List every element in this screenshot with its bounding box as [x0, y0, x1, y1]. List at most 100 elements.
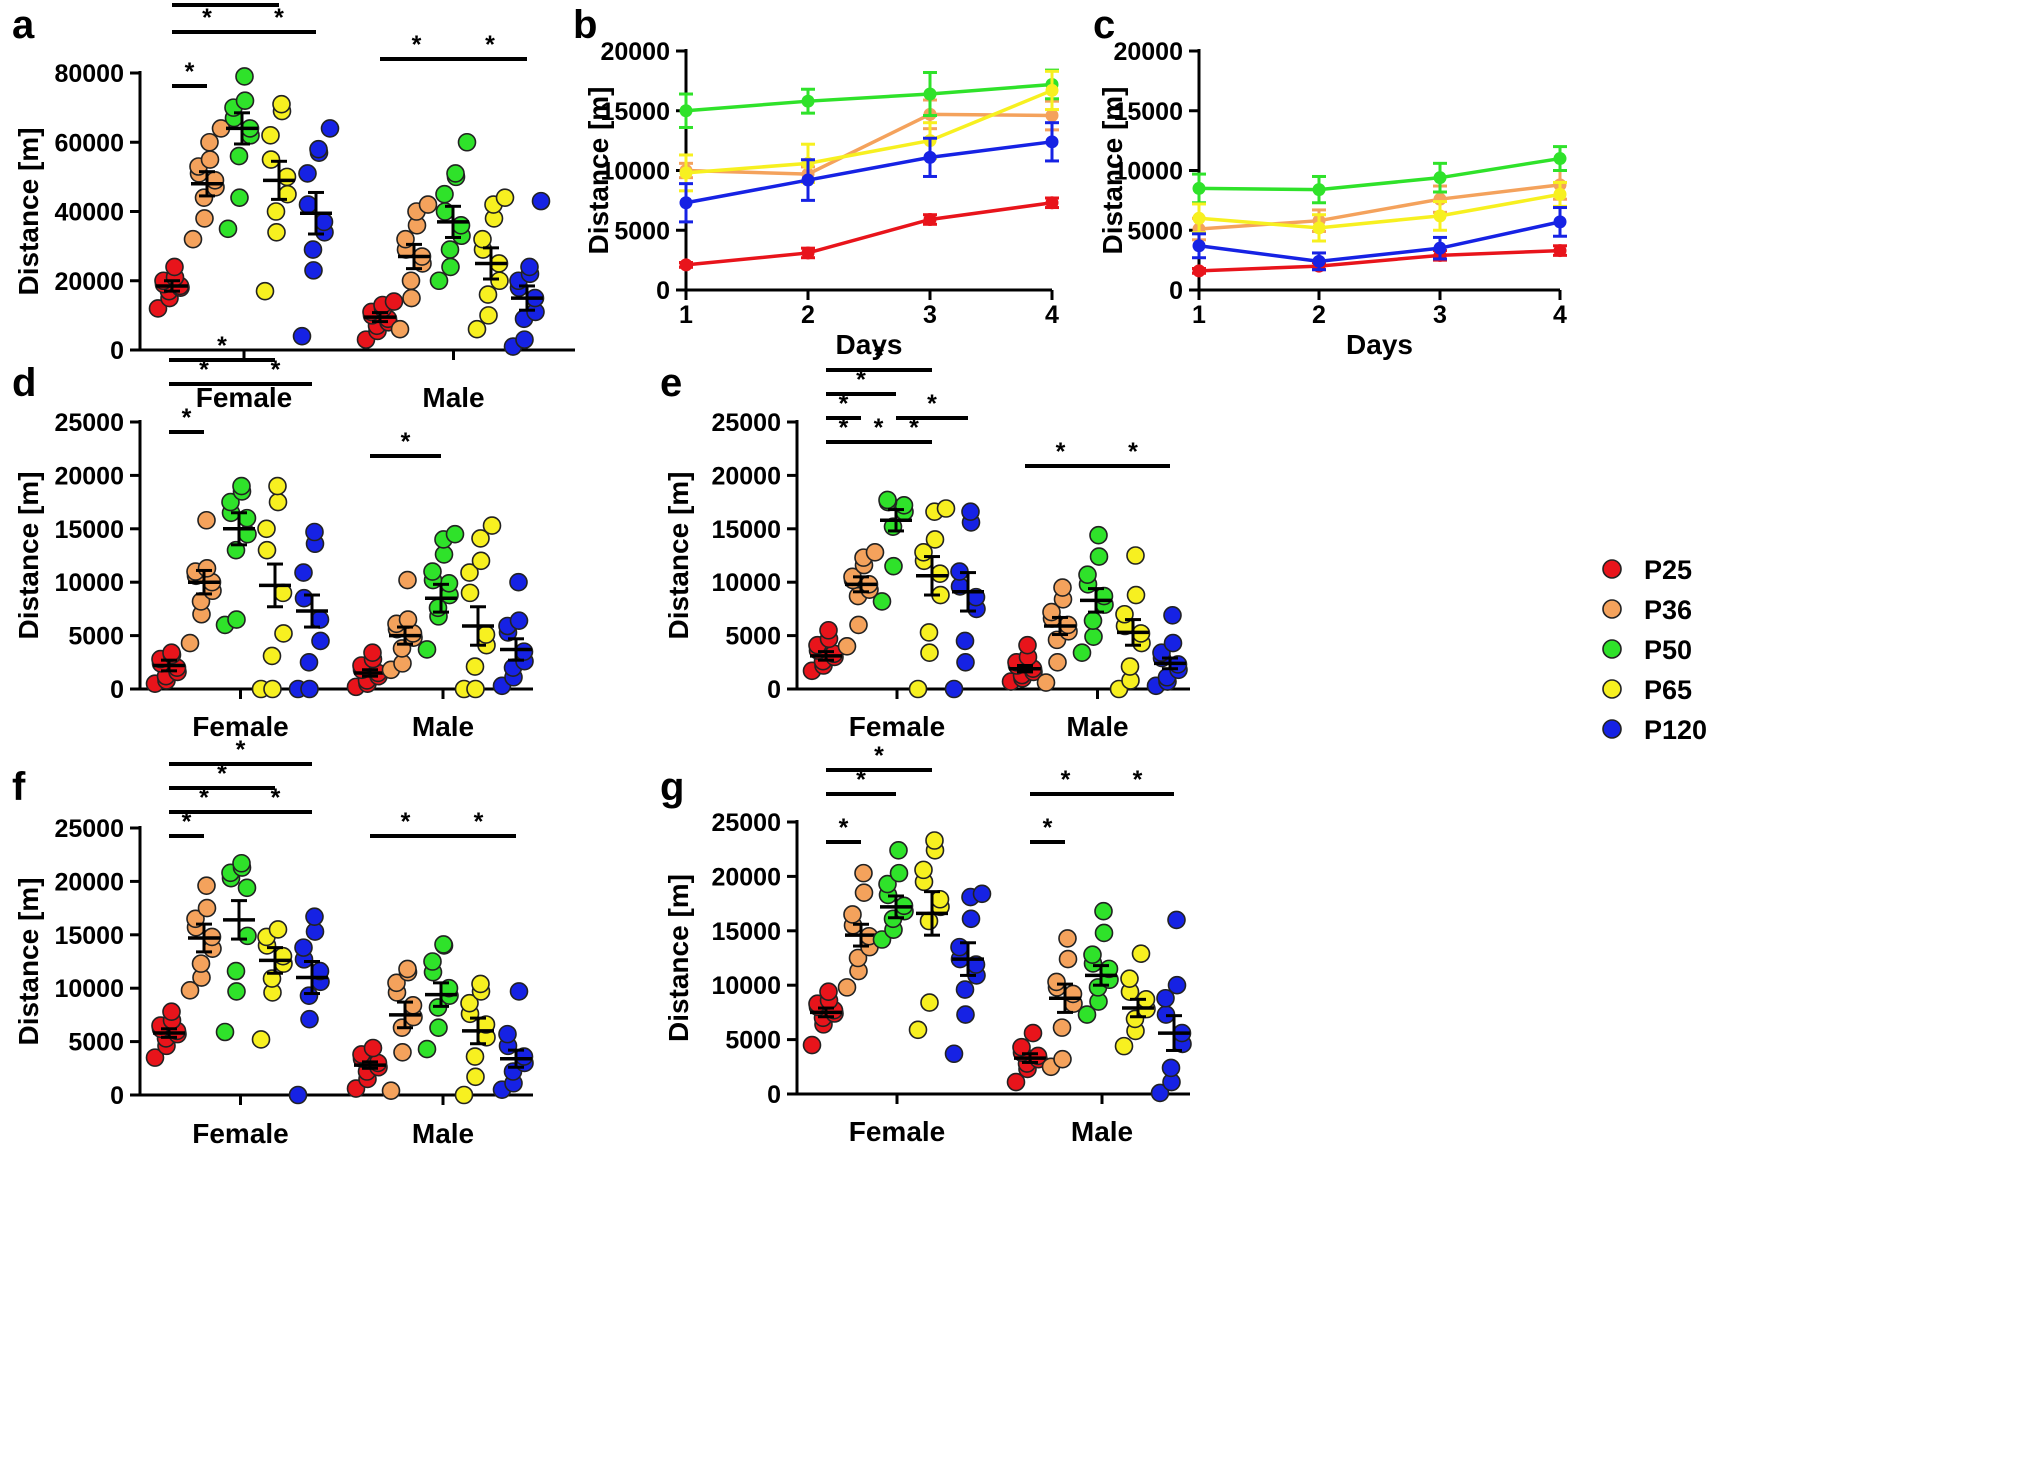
- data-point-p50: [423, 952, 442, 971]
- data-point-p50: [445, 524, 465, 544]
- y-tick-label: 25000: [711, 409, 781, 437]
- significance-star: *: [401, 428, 411, 456]
- data-point-p36: [848, 948, 868, 968]
- y-tick-label: 20000: [54, 462, 124, 490]
- data-point-p36: [393, 1042, 412, 1062]
- significance-star: *: [199, 356, 209, 384]
- data-point-p50: [1077, 1005, 1097, 1024]
- data-point-p50: [457, 132, 477, 152]
- data-point-p50: [446, 164, 465, 183]
- data-point-p65: [471, 551, 491, 571]
- series-marker-p120: [923, 150, 937, 164]
- series-marker-p50: [923, 87, 937, 101]
- significance-star: *: [236, 736, 246, 764]
- data-point-p36: [854, 863, 873, 883]
- data-point-p120: [298, 195, 318, 214]
- data-point-p120: [515, 330, 534, 349]
- significance-star: *: [839, 390, 849, 418]
- data-point-p120: [1163, 606, 1182, 625]
- series-marker-p120: [1192, 239, 1206, 253]
- panel-e: e 0 5000 10000 15000 20000 25000 Distance [m] Fe…: [660, 342, 1190, 742]
- significance-star: *: [274, 4, 284, 32]
- series-line-p25: [1198, 248, 1561, 273]
- legend-label: P120: [1644, 715, 1707, 745]
- data-point-p50: [227, 610, 246, 629]
- data-point-p120: [1167, 910, 1186, 930]
- y-tick-label: 10000: [54, 975, 124, 1003]
- data-point-p36: [843, 905, 862, 924]
- data-point-p120: [299, 652, 319, 672]
- y-tick-label: 20000: [54, 268, 124, 296]
- data-point-p36: [387, 973, 406, 993]
- legend-marker-p50: [1602, 639, 1622, 659]
- data-point-p25: [165, 257, 184, 277]
- data-point-p36: [191, 954, 211, 973]
- data-point-p65: [262, 646, 282, 666]
- group-label: Female: [849, 1116, 946, 1147]
- data-point-p25: [1006, 1072, 1026, 1092]
- y-tick-label: 5000: [725, 1027, 781, 1055]
- y-tick-label: 0: [767, 1081, 781, 1109]
- group-label: Male: [412, 711, 474, 742]
- series-line-p36: [685, 112, 1053, 176]
- significance-star: *: [856, 766, 866, 794]
- data-point-p120: [314, 212, 334, 232]
- panel-g: g 0 5000 10000 15000 20000 25000 Distance [m] Fe…: [660, 742, 1192, 1147]
- data-point-p65: [1126, 585, 1146, 605]
- data-point-p50: [878, 874, 897, 894]
- data-point-p65: [251, 1030, 271, 1049]
- series-marker-p120: [801, 173, 815, 187]
- data-point-p120: [955, 980, 975, 999]
- data-point-p36: [197, 876, 216, 895]
- y-axis-title: Distance [m]: [13, 127, 44, 295]
- data-point-p25: [384, 292, 404, 311]
- data-point-p50: [232, 853, 251, 873]
- significance-star: *: [1133, 766, 1143, 794]
- data-point-p50: [238, 926, 257, 946]
- significance-star: *: [474, 808, 484, 836]
- data-point-p120: [309, 139, 328, 159]
- data-point-p50: [434, 935, 453, 954]
- data-point-p65: [925, 831, 944, 850]
- x-tick-label: 3: [1433, 301, 1447, 329]
- group-label: Male: [412, 1118, 474, 1149]
- data-point-p25: [819, 620, 838, 640]
- data-point-p50: [1083, 611, 1103, 630]
- data-point-p65: [471, 529, 490, 548]
- x-tick-label: 4: [1045, 301, 1059, 329]
- y-tick-label: 5000: [68, 623, 124, 651]
- significance-star: *: [271, 784, 281, 812]
- data-point-p120: [294, 938, 313, 957]
- data-point-p120: [1156, 988, 1175, 1008]
- series-marker-p120: [1045, 135, 1059, 149]
- data-point-p120: [944, 1044, 964, 1064]
- series-marker-p50: [1312, 183, 1326, 197]
- data-point-p65: [268, 920, 288, 939]
- data-point-p65: [267, 222, 286, 242]
- data-point-p65: [479, 306, 498, 325]
- y-tick-label: 20000: [1113, 38, 1183, 66]
- series-line-p65: [685, 88, 1053, 175]
- data-point-p50: [417, 640, 437, 659]
- data-point-p120: [1161, 1058, 1181, 1078]
- data-point-p120: [300, 679, 319, 699]
- legend-label: P25: [1644, 555, 1692, 585]
- series-marker-p50: [801, 94, 815, 108]
- y-tick-label: 20000: [600, 38, 670, 66]
- significance-star: *: [874, 414, 884, 442]
- data-point-p50: [237, 878, 257, 898]
- x-tick-label: 1: [1192, 301, 1206, 329]
- y-axis-title: Distance [m]: [663, 471, 694, 639]
- y-axis-title: Distance [m]: [1097, 86, 1128, 254]
- panel-b: b 0 5000 10000 15000 20000 Distance [m] 1 2 3 4 Day…: [573, 3, 1059, 360]
- data-point-p120: [294, 563, 313, 582]
- series-marker-p25: [1045, 196, 1059, 210]
- data-point-p36: [197, 559, 217, 578]
- data-point-p65: [1114, 1036, 1134, 1056]
- data-point-p50: [227, 982, 246, 1001]
- series-line-p50: [685, 82, 1053, 113]
- data-point-p65: [490, 271, 509, 291]
- data-point-p65: [268, 492, 288, 512]
- panel-label: c: [1093, 3, 1115, 47]
- data-point-p120: [310, 610, 330, 629]
